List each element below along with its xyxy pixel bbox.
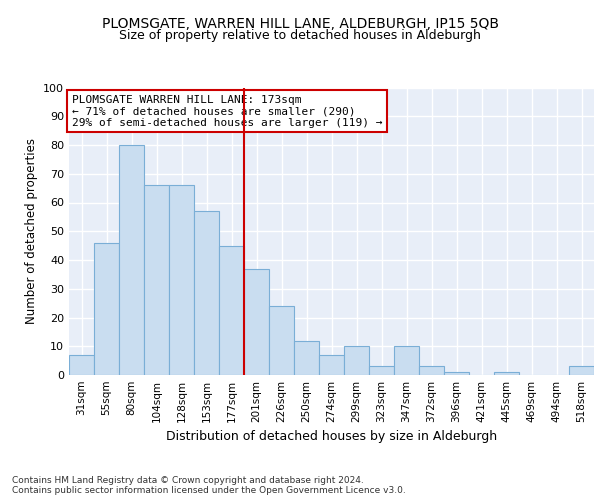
Text: Contains HM Land Registry data © Crown copyright and database right 2024.
Contai: Contains HM Land Registry data © Crown c… xyxy=(12,476,406,495)
Y-axis label: Number of detached properties: Number of detached properties xyxy=(25,138,38,324)
Bar xyxy=(144,185,169,375)
X-axis label: Distribution of detached houses by size in Aldeburgh: Distribution of detached houses by size … xyxy=(166,430,497,444)
Bar xyxy=(319,355,344,375)
Bar xyxy=(494,372,519,375)
Bar xyxy=(394,346,419,375)
Bar xyxy=(269,306,294,375)
Bar xyxy=(419,366,444,375)
Bar xyxy=(94,243,119,375)
Bar xyxy=(369,366,394,375)
Text: PLOMSGATE WARREN HILL LANE: 173sqm
← 71% of detached houses are smaller (290)
29: PLOMSGATE WARREN HILL LANE: 173sqm ← 71%… xyxy=(71,94,382,128)
Bar xyxy=(69,355,94,375)
Bar xyxy=(294,340,319,375)
Bar xyxy=(119,145,144,375)
Bar xyxy=(169,185,194,375)
Bar xyxy=(344,346,369,375)
Bar xyxy=(244,268,269,375)
Text: PLOMSGATE, WARREN HILL LANE, ALDEBURGH, IP15 5QB: PLOMSGATE, WARREN HILL LANE, ALDEBURGH, … xyxy=(101,18,499,32)
Bar xyxy=(219,246,244,375)
Bar xyxy=(194,211,219,375)
Bar xyxy=(444,372,469,375)
Text: Size of property relative to detached houses in Aldeburgh: Size of property relative to detached ho… xyxy=(119,29,481,42)
Bar xyxy=(569,366,594,375)
